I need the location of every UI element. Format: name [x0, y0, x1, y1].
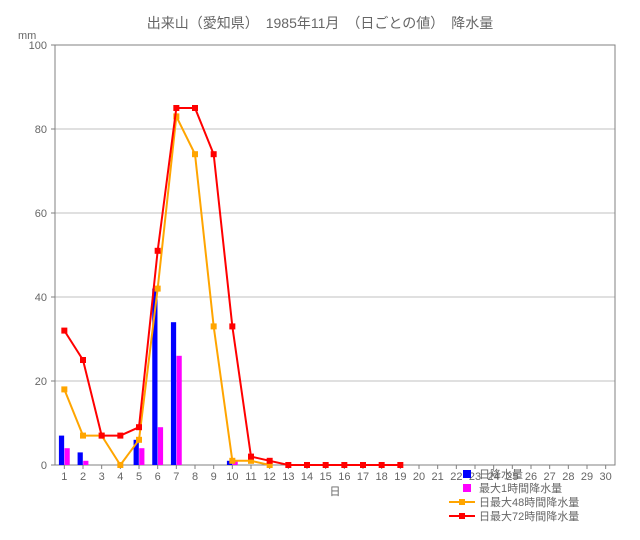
precipitation-chart: 出来山（愛知県） 1985年11月 （日ごとの値） 降水量 0 20 40 60 80 10… [0, 0, 640, 540]
legend-swatch [463, 484, 471, 492]
y-tick-label: 40 [35, 292, 47, 304]
legend-swatch [463, 470, 471, 478]
bar-max1h [158, 427, 163, 465]
x-tick-label: 9 [211, 471, 217, 483]
marker-max72h [117, 433, 123, 439]
y-tick-label: 20 [35, 376, 47, 388]
marker-max72h [304, 462, 310, 468]
chart-title: 出来山（愛知県） 1985年11月 （日ごとの値） 降水量 [147, 15, 494, 31]
marker-max72h [229, 323, 235, 329]
x-tick-label: 8 [192, 471, 198, 483]
legend-label: 日降水量 [479, 467, 523, 481]
y-tick-label: 0 [41, 460, 47, 472]
x-axis-label: 日 [330, 486, 341, 498]
marker-max72h [341, 462, 347, 468]
x-tick-label: 12 [264, 471, 276, 483]
marker-max72h [192, 105, 198, 111]
y-tick-label: 80 [35, 124, 47, 136]
marker-max72h [285, 462, 291, 468]
x-tick-label: 26 [525, 471, 537, 483]
marker-max72h [136, 424, 142, 430]
marker-max48h [229, 458, 235, 464]
plot-border [55, 45, 615, 465]
x-tick-label: 30 [600, 471, 612, 483]
legend-label: 日最大48時間降水量 [479, 495, 579, 509]
x-tick-label: 1 [61, 471, 67, 483]
x-tick-label: 16 [338, 471, 350, 483]
x-tick-label: 20 [413, 471, 425, 483]
x-tick-label: 28 [562, 471, 574, 483]
chart-container: 出来山（愛知県） 1985年11月 （日ごとの値） 降水量 0 20 40 60 80 10… [0, 0, 640, 540]
bar-daily [171, 322, 176, 465]
marker-max48h [192, 151, 198, 157]
marker-max72h [99, 433, 105, 439]
x-tick-label: 10 [226, 471, 238, 483]
marker-max72h [173, 105, 179, 111]
marker-max72h [267, 458, 273, 464]
marker-max72h [360, 462, 366, 468]
x-tick-label: 3 [99, 471, 105, 483]
x-tick-label: 13 [282, 471, 294, 483]
x-tick-label: 21 [432, 471, 444, 483]
y-tick-label: 60 [35, 208, 47, 220]
x-tick-label: 2 [80, 471, 86, 483]
x-tick-label: 17 [357, 471, 369, 483]
bar-max1h [83, 461, 88, 465]
x-tick-label: 22 [450, 471, 462, 483]
marker-max48h [80, 433, 86, 439]
x-tick-label: 5 [136, 471, 142, 483]
marker-max48h [136, 437, 142, 443]
line-max72h [64, 108, 400, 465]
x-tick-label: 18 [376, 471, 388, 483]
x-tick-label: 15 [320, 471, 332, 483]
marker-max72h [211, 151, 217, 157]
bar-max1h [177, 356, 182, 465]
bar-max1h [65, 448, 70, 465]
bar-max1h [139, 448, 144, 465]
bar-daily [59, 436, 64, 465]
marker-max72h [248, 454, 254, 460]
marker-max48h [211, 323, 217, 329]
x-tick-label: 29 [581, 471, 593, 483]
x-tick-label: 11 [245, 471, 256, 483]
y-axis-label: mm [18, 30, 36, 42]
marker-max72h [61, 328, 67, 334]
marker-max48h [117, 462, 123, 468]
marker-max72h [379, 462, 385, 468]
x-tick-label: 7 [173, 471, 179, 483]
bar-daily [78, 452, 83, 465]
x-tick-label: 14 [301, 471, 313, 483]
marker-max48h [61, 386, 67, 392]
x-tick-label: 27 [544, 471, 556, 483]
marker-max72h [155, 248, 161, 254]
legend-marker [459, 513, 465, 519]
legend-marker [459, 499, 465, 505]
legend-label: 最大1時間降水量 [479, 481, 562, 495]
x-tick-label: 19 [394, 471, 406, 483]
marker-max72h [80, 357, 86, 363]
x-tick-label: 6 [155, 471, 161, 483]
x-tick-label: 4 [117, 471, 123, 483]
marker-max48h [155, 286, 161, 292]
marker-max72h [397, 462, 403, 468]
legend-label: 日最大72時間降水量 [479, 509, 579, 523]
marker-max72h [323, 462, 329, 468]
